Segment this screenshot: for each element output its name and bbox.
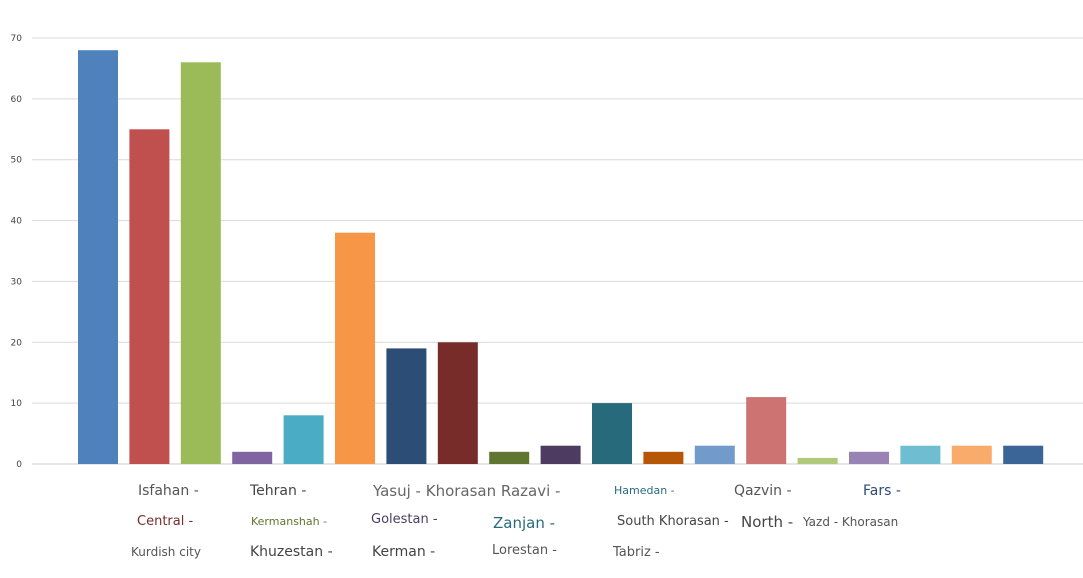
- bar: [180, 62, 221, 465]
- bar: [1003, 445, 1044, 464]
- legend-entry: Kerman -: [372, 543, 436, 560]
- y-tick-label: 70: [11, 34, 23, 44]
- bar: [900, 445, 941, 464]
- y-tick-label: 0: [16, 460, 22, 470]
- y-tick-label: 30: [11, 277, 23, 287]
- legend-entry: Tehran -: [250, 482, 307, 499]
- bars: [78, 50, 1044, 465]
- bar: [797, 457, 838, 464]
- legend-entry: Yasuj - Khorasan Razavi -: [373, 482, 561, 500]
- y-tick-label: 50: [11, 156, 23, 166]
- bar: [437, 342, 478, 464]
- bar: [643, 451, 684, 464]
- legend-entry: Hamedan -: [614, 484, 675, 498]
- legend-entry: Fars -: [863, 482, 901, 499]
- bar: [489, 451, 530, 464]
- bar: [335, 232, 375, 464]
- bar: [386, 348, 427, 464]
- legend-entry: Kermanshah -: [251, 515, 328, 529]
- legend-entry: Yazd - Khorasan: [803, 514, 899, 529]
- y-tick-label: 60: [11, 95, 23, 105]
- legend-entry: North -: [741, 513, 794, 531]
- legend-entry: Khuzestan -: [250, 543, 333, 560]
- bar: [540, 445, 581, 464]
- legend-entry: Qazvin -: [734, 482, 792, 499]
- y-tick-label: 10: [11, 399, 23, 409]
- bar: [592, 403, 632, 464]
- bar: [78, 50, 118, 464]
- legend-entry: Kurdish city: [131, 544, 201, 559]
- bar: [746, 397, 787, 464]
- bar: [694, 445, 735, 464]
- bar: [129, 129, 170, 465]
- y-tick-label: 20: [11, 338, 23, 348]
- bar: [951, 445, 992, 464]
- bar: [283, 415, 324, 464]
- y-tick-label: 40: [11, 217, 23, 227]
- y-axis-ticks: 0 10 20 30 40 50 60 70: [11, 34, 23, 470]
- legend-entry: Central -: [137, 514, 194, 530]
- legend-entry: Golestan -: [371, 512, 438, 528]
- bar: [232, 451, 273, 464]
- bar: [849, 451, 889, 464]
- legend-entry: Isfahan -: [138, 482, 199, 499]
- legend-entry: Lorestan -: [492, 543, 557, 559]
- legend-entry: Zanjan -: [493, 514, 556, 532]
- legend-entry: Tabriz -: [613, 545, 660, 561]
- legend-entry: South Khorasan -: [617, 514, 729, 530]
